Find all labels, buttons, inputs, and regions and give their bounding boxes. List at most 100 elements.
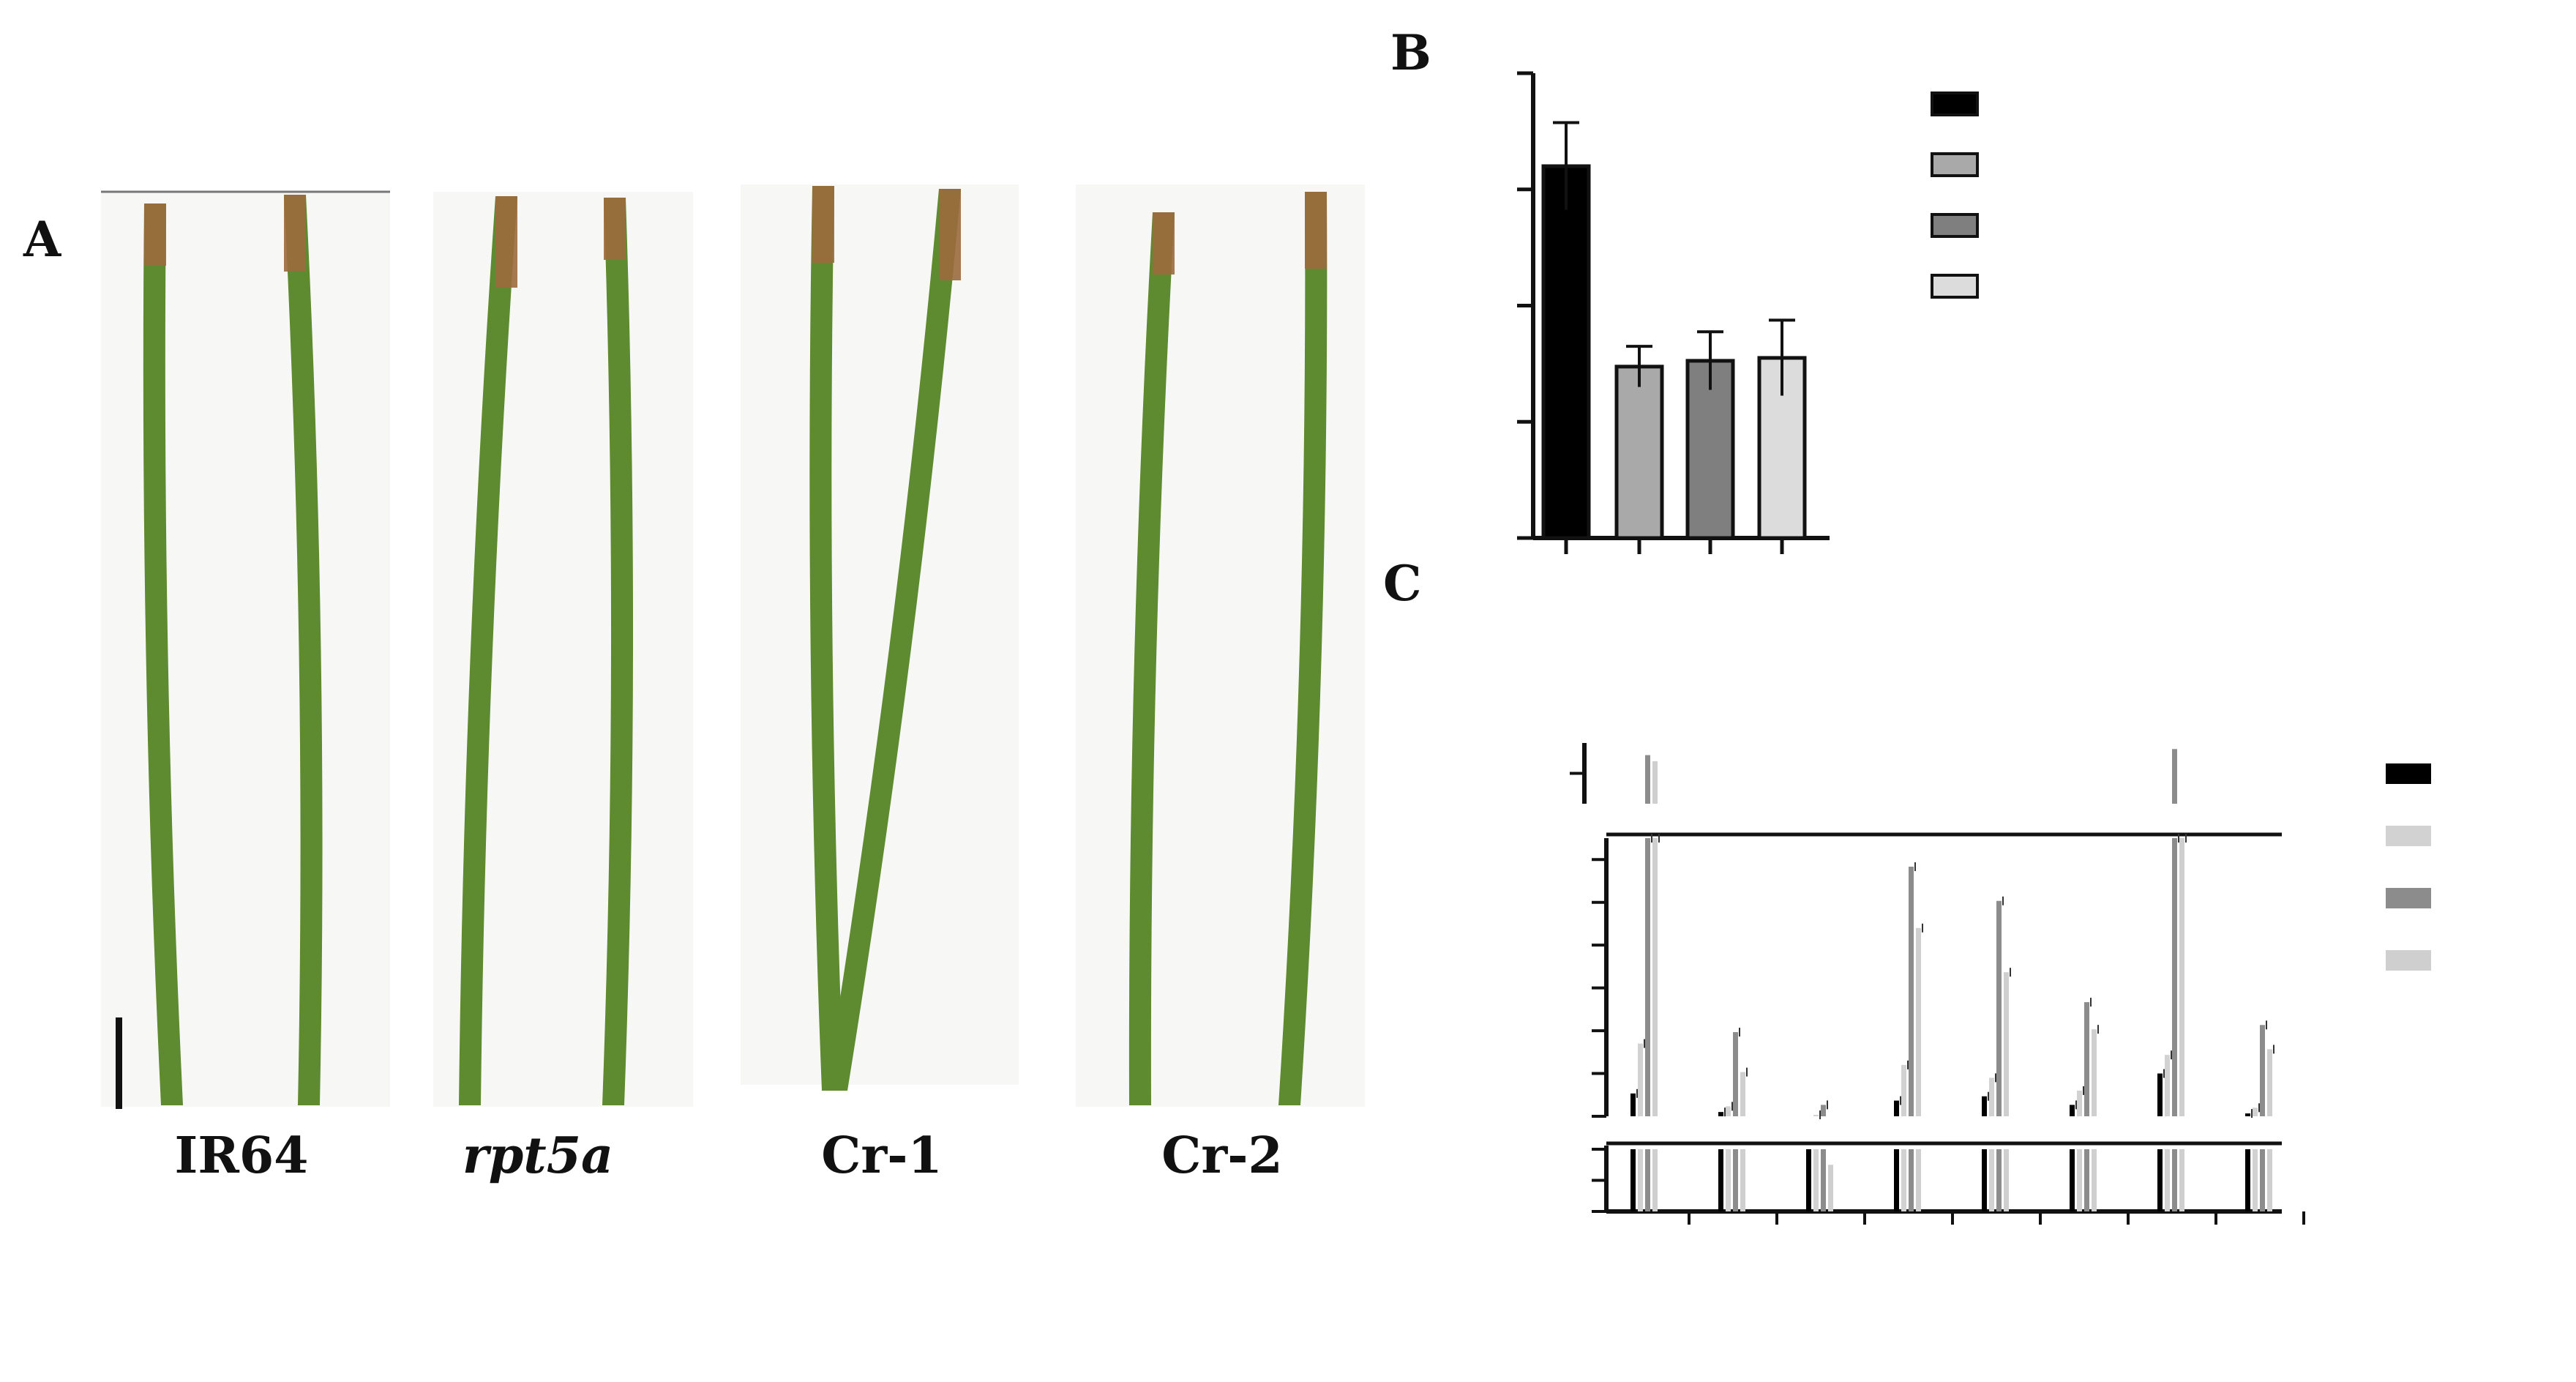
bar-Cr-1-mid xyxy=(1996,900,2002,1116)
bar-rpt5a-mid xyxy=(1989,1077,1994,1116)
bar-Cr-1-low xyxy=(2172,1149,2177,1211)
bar-Cr-2-low xyxy=(2092,1149,2097,1211)
bar-Cr-1-low xyxy=(1645,1149,1650,1211)
bar-Cr-1-mid xyxy=(2172,838,2177,1116)
bar-rpt5a-low xyxy=(1901,1149,1906,1211)
bar-IR64-mid xyxy=(1630,1093,1636,1116)
bar-Cr-2-mid xyxy=(2004,972,2009,1116)
bar-rpt5a-mid xyxy=(2253,1108,2258,1116)
bar-Cr-2-low xyxy=(2004,1149,2009,1211)
defense-gene-expression-chart xyxy=(1570,743,2431,1225)
leaf xyxy=(1278,192,1328,1105)
bar-IR64-low xyxy=(1718,1149,1723,1211)
bar-Cr-2-low xyxy=(1828,1165,1833,1211)
leaf-lesion xyxy=(1305,192,1327,269)
leaf xyxy=(143,203,183,1105)
bar-IR64-mid xyxy=(2070,1105,2075,1116)
bar-IR64-mid xyxy=(2245,1113,2250,1116)
bar-Cr-1-mid xyxy=(2084,1002,2089,1116)
leaf-photos xyxy=(101,184,1365,1107)
bar-Cr-2-low xyxy=(2267,1149,2272,1211)
bar-IR64-mid xyxy=(1982,1096,1987,1116)
bar-rpt5a-mid xyxy=(1638,1043,1643,1116)
photo-label-cr1: Cr-1 xyxy=(821,1127,942,1185)
bar-IR64-mid xyxy=(1894,1100,1899,1116)
bar-rpt5a-mid xyxy=(1813,1115,1819,1116)
bar-rpt5a-mid xyxy=(2077,1090,2082,1116)
photo-label-cr2: Cr-2 xyxy=(1161,1127,1282,1185)
bar-rpt5a xyxy=(1614,365,1664,540)
bar-Cr-1-low xyxy=(1733,1149,1738,1211)
bar-Cr-1-low xyxy=(2260,1149,2265,1211)
leaf-lesion xyxy=(812,186,834,263)
bar-Cr-1-high xyxy=(1645,755,1650,804)
legend-swatch xyxy=(1931,91,1979,116)
bar-Cr-2-low xyxy=(1740,1149,1745,1211)
bar-Cr-2-low xyxy=(2179,1149,2184,1211)
bar-Cr-1-low xyxy=(1996,1149,2002,1211)
bar-Cr-1-mid xyxy=(1733,1032,1738,1116)
bar-rpt5a-low xyxy=(2077,1149,2082,1211)
legend-swatch xyxy=(2386,950,2431,971)
bar-rpt5a-low xyxy=(1726,1149,1731,1211)
leaf-lesion xyxy=(604,198,626,260)
bar-rpt5a-low xyxy=(1813,1149,1819,1211)
bar-IR64-low xyxy=(2070,1149,2075,1211)
bar-IR64 xyxy=(1541,164,1591,540)
leaf xyxy=(459,196,517,1105)
panel-c-letter: C xyxy=(1383,555,1422,612)
leaf-lesion xyxy=(284,195,306,272)
bar-rpt5a-low xyxy=(2165,1149,2170,1211)
leaf-lesion xyxy=(144,203,166,266)
bar-IR64-low xyxy=(1982,1149,1987,1211)
bar-Cr-2-mid xyxy=(1916,927,1921,1116)
leaf xyxy=(825,189,961,1091)
bar-Cr-2-high xyxy=(1652,761,1658,804)
photo-label-rpt5a: rpt5a xyxy=(463,1127,613,1185)
leaf xyxy=(809,186,844,1091)
photo-label-ir64: IR64 xyxy=(175,1127,309,1185)
bar-Cr-1-low xyxy=(1821,1149,1826,1211)
leaf xyxy=(602,198,634,1105)
bar-Cr-2-mid xyxy=(2267,1049,2272,1116)
bar-Cr-2-mid xyxy=(1652,838,1658,1116)
bar-rpt5a-low xyxy=(1989,1149,1994,1211)
lesion-length-chart xyxy=(1517,71,1979,554)
legend-swatch xyxy=(1931,274,1979,299)
bar-Cr-2-low xyxy=(1652,1149,1658,1211)
bar-IR64-mid xyxy=(2157,1073,2163,1116)
bar-rpt5a-mid xyxy=(2165,1055,2170,1116)
bar-rpt5a-low xyxy=(2253,1149,2258,1211)
bar-Cr-1-mid xyxy=(1909,866,1914,1116)
bar-Cr-1-high xyxy=(2172,749,2177,804)
bar-IR64-mid xyxy=(1718,1112,1723,1116)
bar-IR64-low xyxy=(2245,1149,2250,1211)
legend-swatch xyxy=(1931,213,1979,238)
scale-bar xyxy=(116,1017,122,1109)
bar-Cr-2-mid xyxy=(2092,1029,2097,1116)
photo-background xyxy=(741,184,1019,1085)
bar-Cr-1-mid xyxy=(1645,838,1650,1116)
bar-Cr-2 xyxy=(1757,356,1807,540)
leaf-lesion xyxy=(1153,212,1175,274)
legend-swatch xyxy=(2386,826,2431,846)
bar-rpt5a-low xyxy=(1638,1149,1643,1211)
bar-Cr-1-mid xyxy=(2260,1025,2265,1116)
bar-Cr-2-low xyxy=(1916,1149,1921,1211)
leaf xyxy=(284,195,323,1105)
leaf-lesion xyxy=(939,189,961,280)
bar-IR64-low xyxy=(1894,1149,1899,1211)
leaf xyxy=(1128,212,1175,1105)
legend-swatch xyxy=(1931,152,1979,177)
leaf-lesion xyxy=(495,196,517,288)
legend-swatch xyxy=(2386,888,2431,908)
bar-IR64-low xyxy=(1806,1149,1811,1211)
panel-a-letter: A xyxy=(23,211,61,268)
bar-Cr-2-mid xyxy=(1740,1072,1745,1116)
bar-rpt5a-mid xyxy=(1726,1106,1731,1116)
bar-Cr-1 xyxy=(1685,359,1735,540)
bar-Cr-1-low xyxy=(2084,1149,2089,1211)
bar-Cr-1-low xyxy=(1909,1149,1914,1211)
bar-Cr-1-mid xyxy=(1821,1105,1826,1116)
